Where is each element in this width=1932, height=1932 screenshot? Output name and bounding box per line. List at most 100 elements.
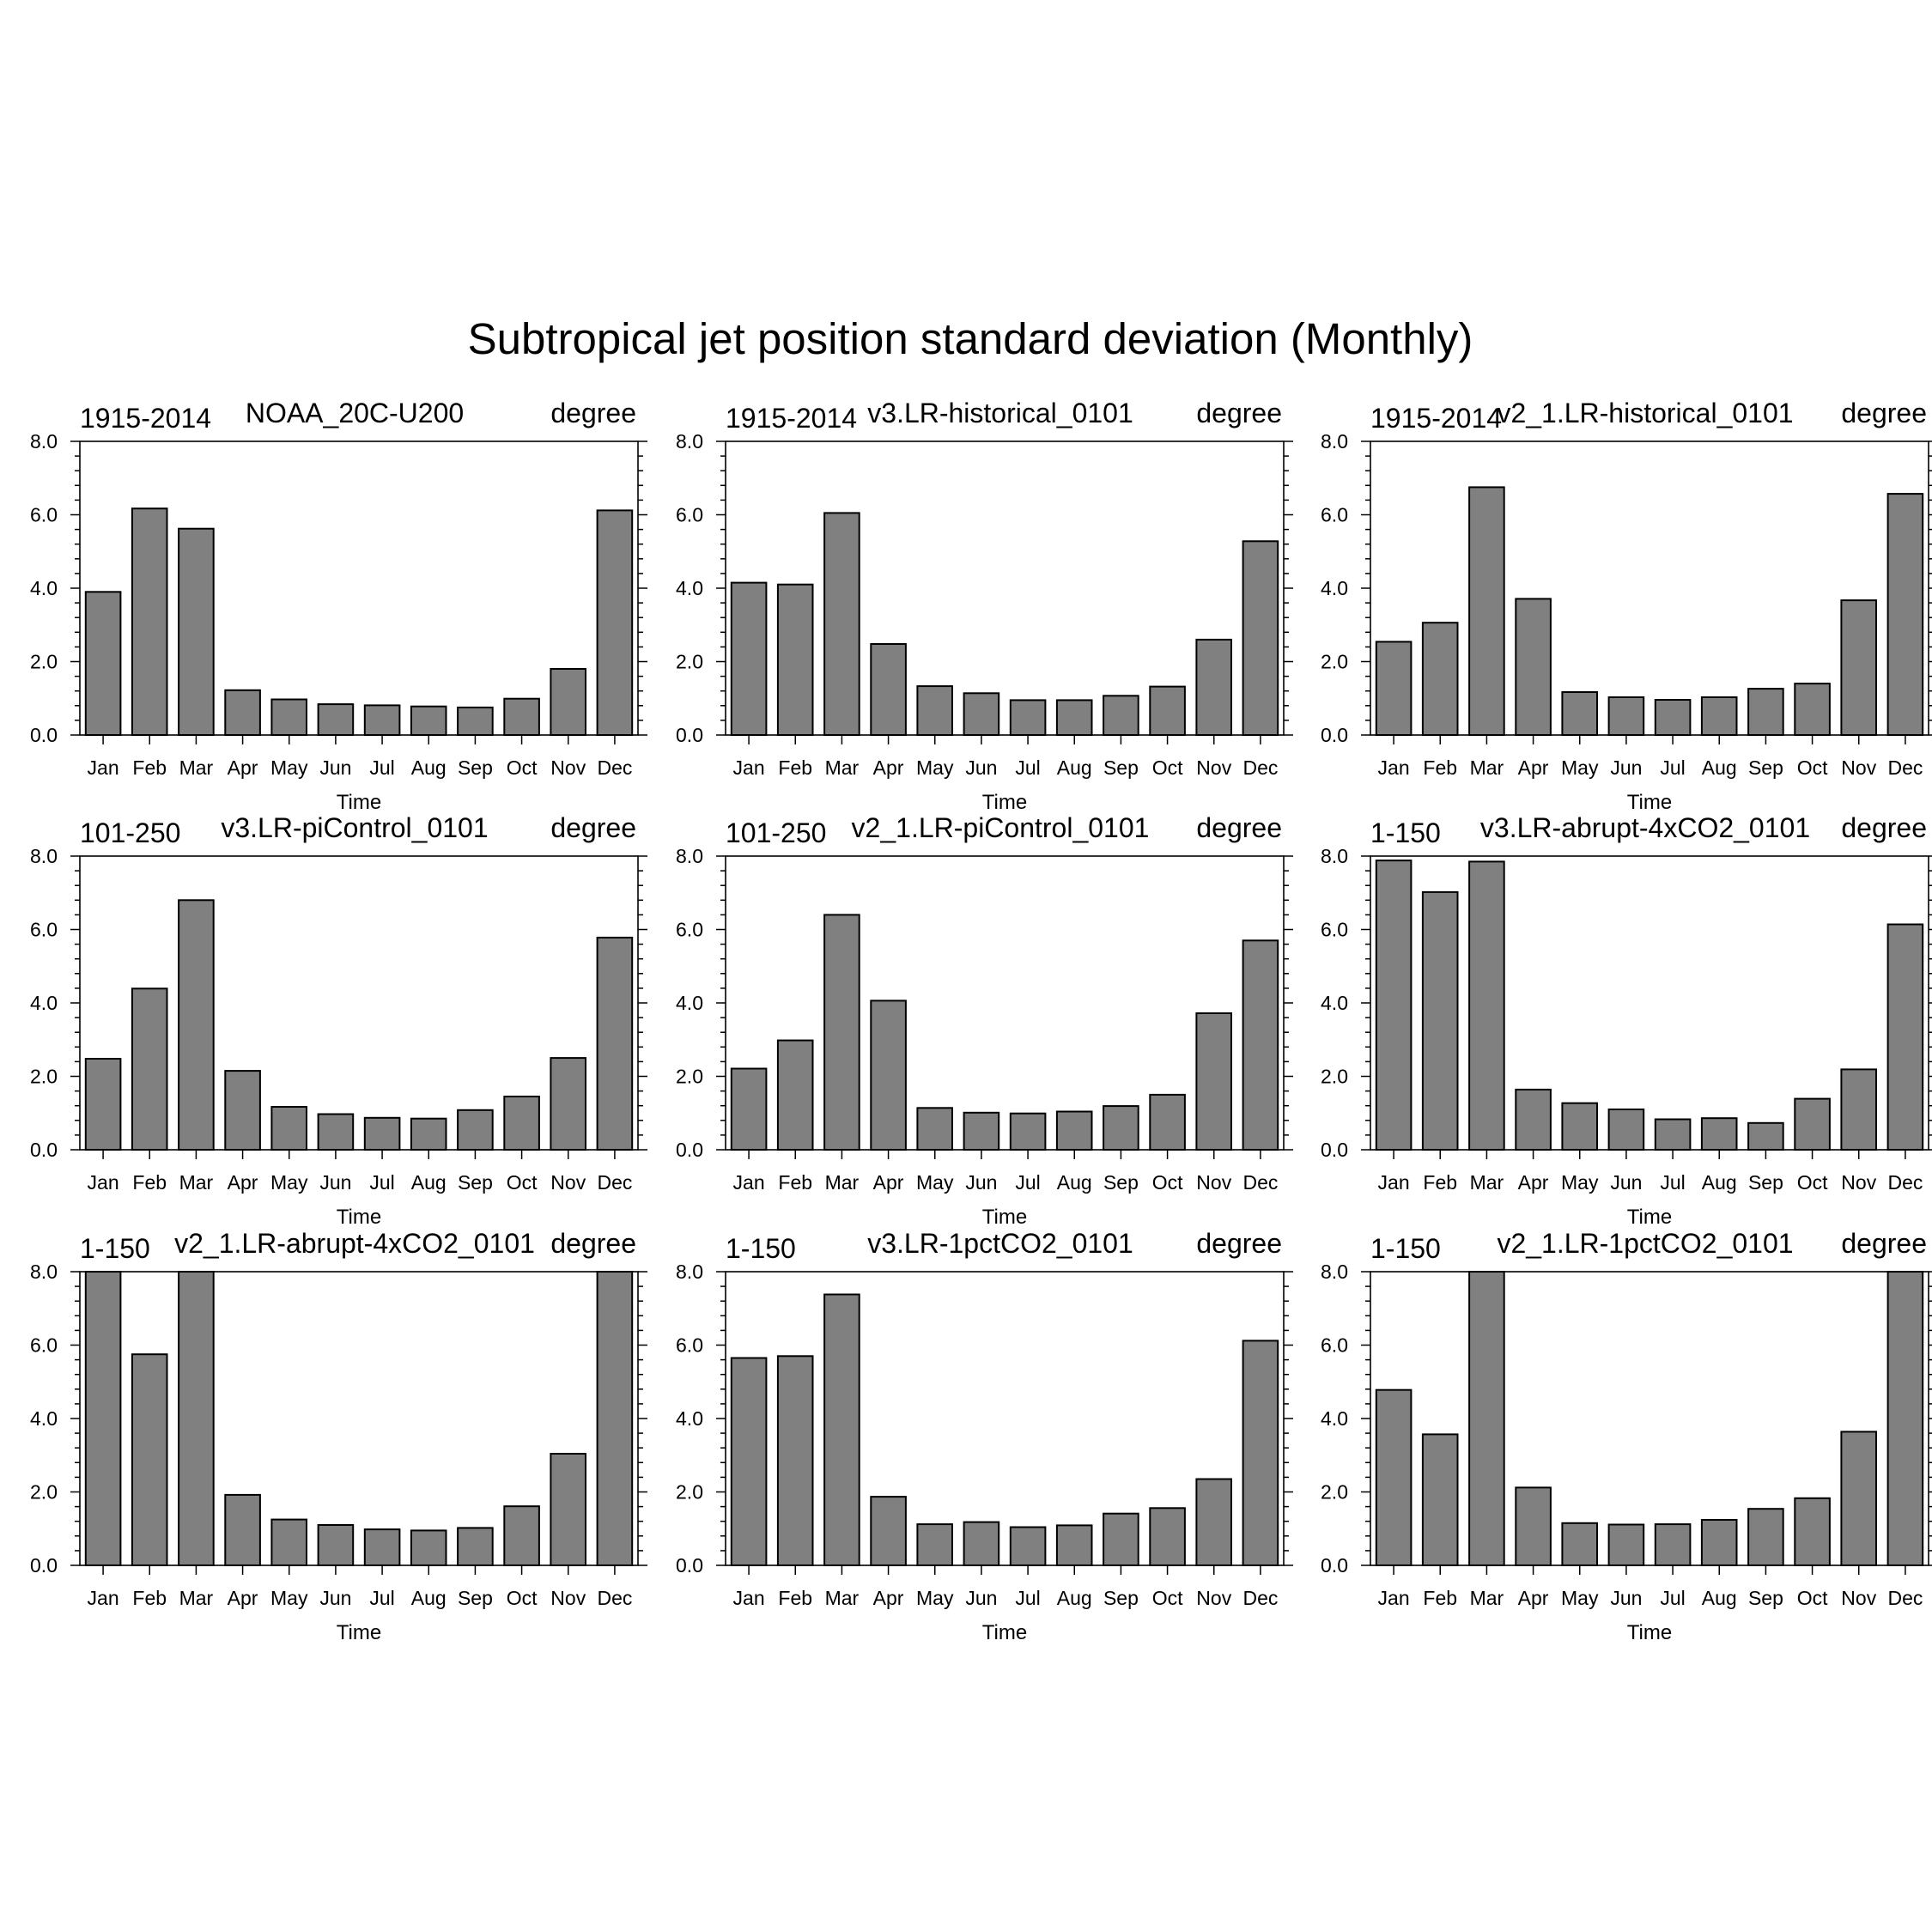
bar (457, 1109, 494, 1151)
bar (1561, 691, 1599, 736)
x-axis-title: Time (1627, 1621, 1672, 1644)
y-tick-label: 2.0 (676, 1481, 703, 1504)
x-tick-label: May (916, 1171, 954, 1194)
bar (916, 1107, 954, 1151)
y-tick-label: 2.0 (30, 1481, 58, 1504)
x-tick-label: Mar (825, 1171, 860, 1194)
x-tick-label: Jul (369, 1587, 394, 1609)
bar (870, 1496, 907, 1566)
x-tick-label: Sep (1748, 1171, 1783, 1194)
x-tick-label: Sep (1103, 1587, 1139, 1609)
bar (550, 1057, 587, 1151)
bar (224, 1493, 261, 1567)
x-axis-title: Time (1627, 1206, 1672, 1229)
x-tick-label: Jul (1660, 756, 1685, 779)
bar (730, 1357, 768, 1566)
x-tick-label: Apr (873, 756, 904, 779)
y-tick-label: 6.0 (1321, 504, 1348, 526)
bar (776, 1039, 814, 1151)
bar (870, 643, 907, 736)
y-tick-label: 0.0 (1321, 724, 1348, 746)
x-tick-label: Apr (228, 1587, 258, 1609)
x-tick-label: May (1561, 756, 1599, 779)
x-tick-label: Nov (1841, 1587, 1876, 1609)
panel-period-label: 1915-2014 (80, 403, 211, 434)
y-tick-label: 4.0 (30, 1407, 58, 1430)
x-tick-label: Dec (1242, 756, 1278, 779)
x-tick-label: Sep (1748, 756, 1783, 779)
bar (1794, 683, 1831, 736)
panel-experiment-label: v2_1.LR-1pctCO2_0101 (1497, 1228, 1793, 1259)
x-tick-label: Sep (1748, 1587, 1783, 1609)
x-tick-label: May (270, 1587, 308, 1609)
bar (870, 999, 907, 1151)
bar (1009, 1526, 1047, 1566)
x-tick-label: Apr (1518, 1171, 1549, 1194)
panel-unit-label: degree (1196, 812, 1282, 843)
x-tick-label: Mar (179, 1171, 214, 1194)
bar (823, 914, 860, 1151)
bar (1055, 699, 1093, 737)
panel-unit-label: degree (550, 1228, 636, 1259)
bar (84, 1271, 122, 1566)
panel-unit-label: degree (1196, 398, 1282, 428)
x-tick-label: Jan (88, 1587, 119, 1609)
bar (1654, 1523, 1692, 1566)
panel-period-label: 1915-2014 (1370, 403, 1502, 434)
y-tick-label: 4.0 (1321, 577, 1348, 599)
x-tick-label: Oct (507, 1587, 538, 1609)
panel-period-label: 1-150 (1370, 817, 1441, 848)
panel-period-label: 101-250 (726, 817, 826, 848)
bar (410, 1117, 447, 1151)
y-tick-label: 2.0 (30, 651, 58, 673)
bar (363, 1116, 401, 1151)
bar (503, 697, 540, 737)
bar (1700, 696, 1738, 736)
bar (776, 1355, 814, 1567)
x-tick-label: Oct (1797, 1587, 1828, 1609)
chart-panel: 1915-2014 NOAA_20C-U200 degree 0.0 2.0 4.0 6.0… (30, 398, 647, 814)
y-tick-label: 8.0 (676, 845, 703, 867)
y-tick-label: 8.0 (30, 430, 58, 453)
y-tick-label: 8.0 (676, 1261, 703, 1283)
x-tick-label: Sep (458, 756, 493, 779)
panel-experiment-label: v3.LR-1pctCO2_0101 (867, 1228, 1133, 1259)
x-axis-title: Time (337, 1621, 381, 1644)
y-tick-label: 2.0 (676, 651, 703, 673)
bar (503, 1505, 540, 1566)
panel-experiment-label: v3.LR-piControl_0101 (221, 812, 488, 843)
figure-title: Subtropical jet position standard deviat… (468, 314, 1473, 363)
x-tick-label: Apr (873, 1587, 904, 1609)
bar (1840, 1068, 1877, 1151)
panel-experiment-label: v3.LR-historical_0101 (867, 398, 1133, 428)
x-tick-label: Mar (1470, 1587, 1504, 1609)
x-axis-title: Time (337, 1206, 381, 1229)
panel-experiment-label: v2_1.LR-abrupt-4xCO2_0101 (174, 1228, 535, 1259)
bar (224, 689, 261, 736)
x-tick-label: Mar (825, 756, 860, 779)
x-tick-label: Jan (88, 1171, 119, 1194)
bar (916, 1523, 954, 1566)
x-axis-title: Time (982, 791, 1027, 814)
x-tick-label: Apr (1518, 1587, 1549, 1609)
x-tick-label: Jan (1378, 1171, 1410, 1194)
x-tick-label: Sep (1103, 756, 1139, 779)
y-tick-label: 8.0 (1321, 430, 1348, 453)
panel-unit-label: degree (550, 812, 636, 843)
y-tick-label: 6.0 (30, 919, 58, 941)
x-axis-title: Time (337, 791, 381, 814)
x-tick-label: Feb (132, 1171, 167, 1194)
x-tick-label: Feb (1423, 1587, 1457, 1609)
bar (1840, 1431, 1877, 1567)
bar (317, 1524, 355, 1566)
bar (1468, 860, 1505, 1151)
x-tick-label: Jul (1015, 1587, 1040, 1609)
x-tick-label: Oct (1152, 756, 1183, 779)
y-tick-label: 0.0 (676, 724, 703, 746)
y-tick-label: 2.0 (1321, 1481, 1348, 1504)
y-tick-label: 2.0 (1321, 1066, 1348, 1088)
x-axis-title: Time (982, 1206, 1027, 1229)
x-tick-label: Dec (1242, 1171, 1278, 1194)
bar (1747, 688, 1784, 736)
bar (776, 583, 814, 737)
